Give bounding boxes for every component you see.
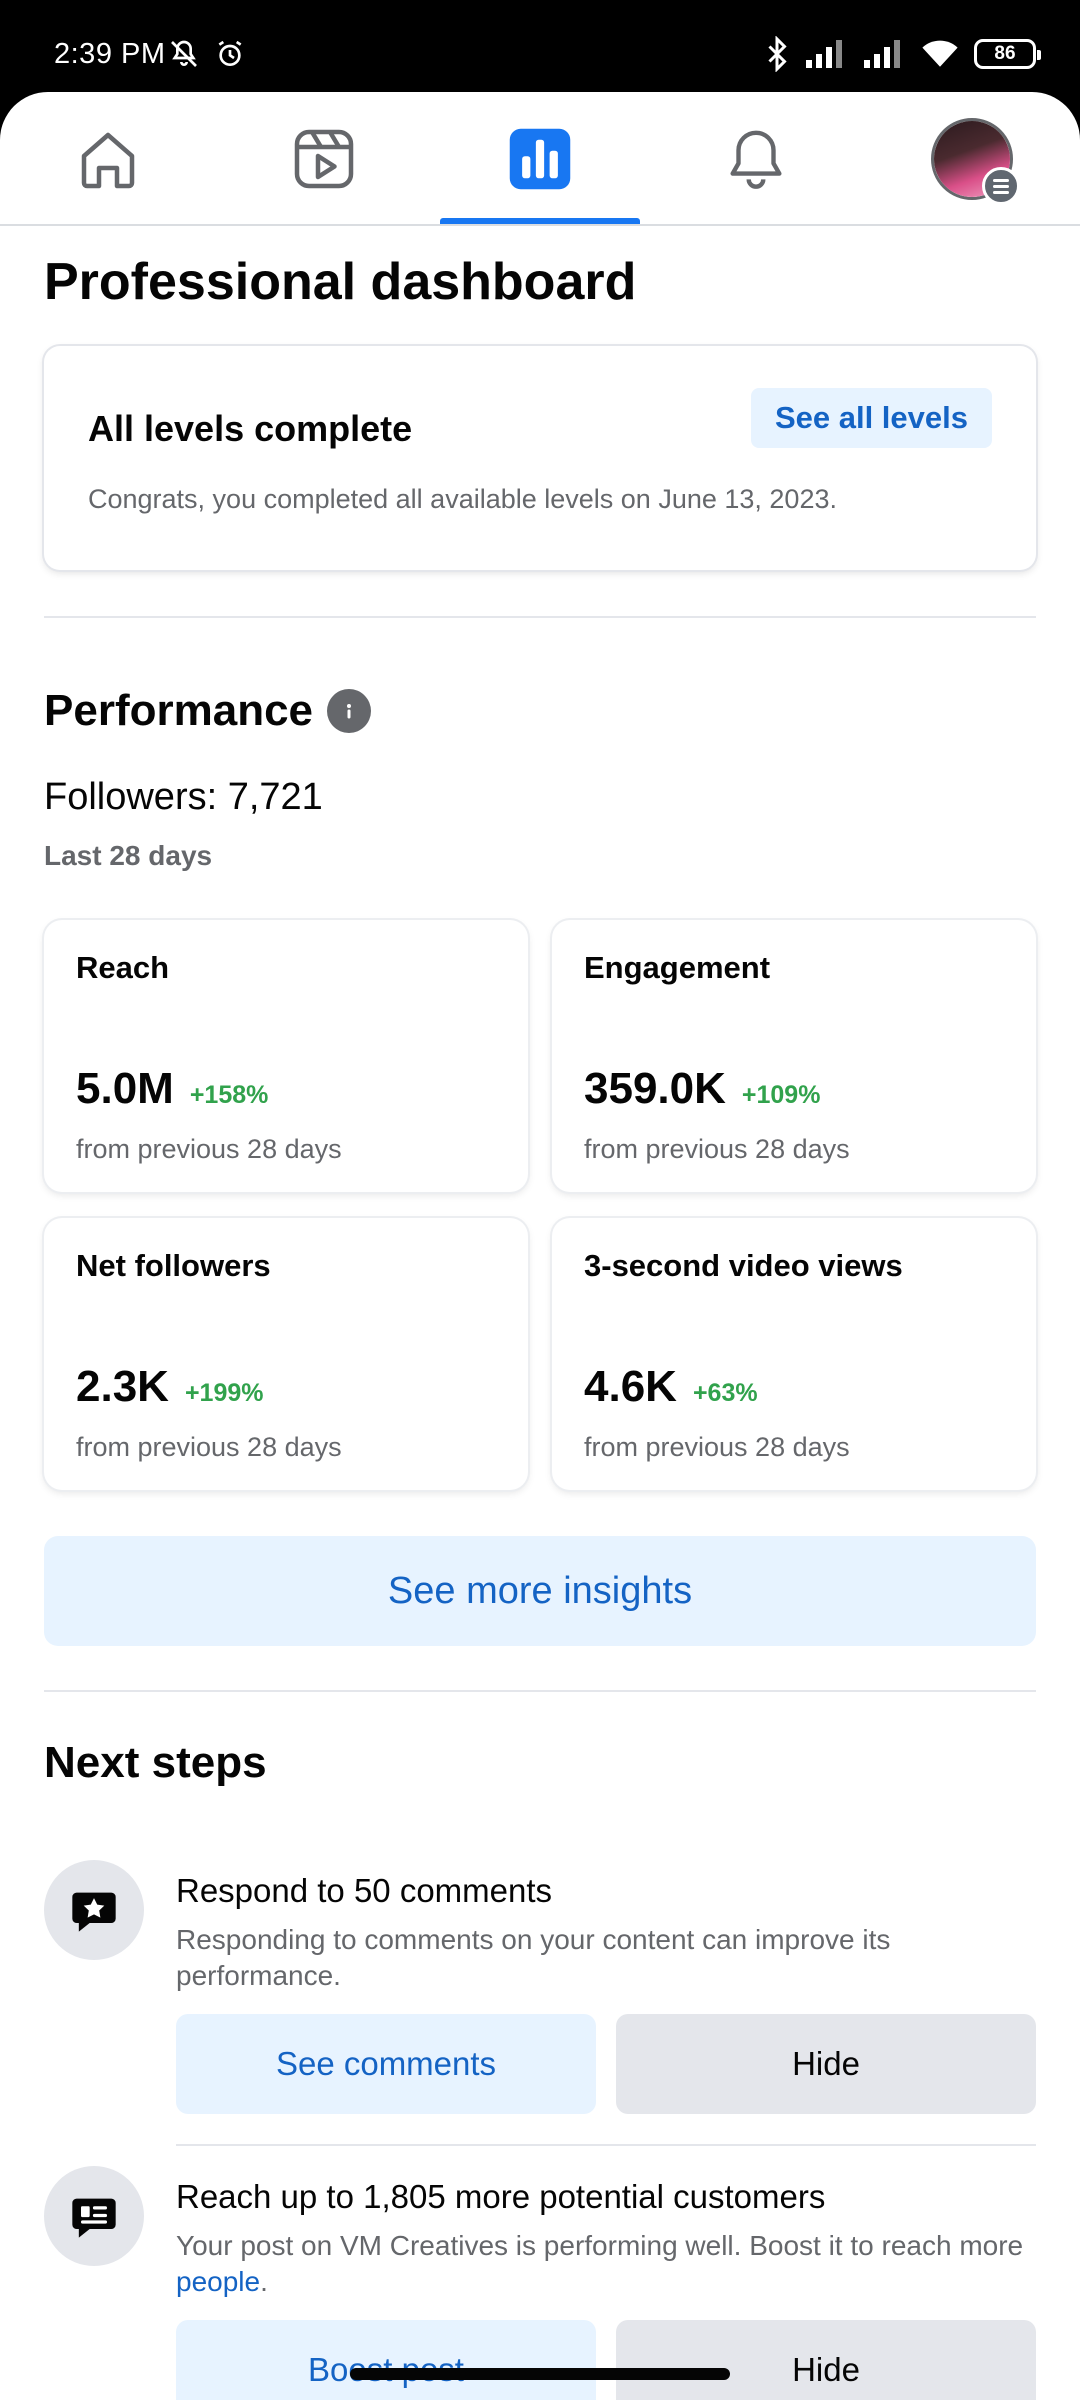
see-more-insights-button[interactable]: See more insights (44, 1536, 1036, 1646)
stat-value-row: 2.3K +199% (76, 1362, 264, 1412)
app-panel: Professional dashboard All levels comple… (0, 92, 1080, 2400)
performance-title: Performance (44, 686, 314, 735)
bell-icon (730, 130, 782, 189)
stat-card-engagement[interactable]: Engagement 359.0K +109% from previous 28… (552, 920, 1036, 1192)
performance-heading: Performance (44, 686, 372, 736)
bluetooth-icon (768, 36, 787, 72)
status-time: 2:39 PM (54, 38, 166, 70)
stat-subtext: from previous 28 days (76, 1432, 342, 1462)
stat-card-reach[interactable]: Reach 5.0M +158% from previous 28 days (44, 920, 528, 1192)
boost-post-button[interactable]: Boost post (176, 2320, 596, 2400)
next-step-item: Reach up to 1,805 more potential custome… (44, 2166, 1036, 2400)
stat-value-row: 359.0K +109% (584, 1064, 820, 1114)
levels-title: All levels complete (88, 408, 413, 449)
stat-label: Engagement (584, 950, 771, 985)
tab-dashboard[interactable] (432, 92, 648, 226)
battery-level: 86 (994, 43, 1016, 64)
active-tab-indicator (440, 218, 640, 224)
wifi-icon (922, 40, 958, 67)
home-indicator[interactable] (350, 2368, 730, 2380)
tab-video[interactable] (216, 92, 432, 226)
stat-subtext: from previous 28 days (76, 1134, 342, 1164)
step-description-suffix: . (260, 2266, 268, 2297)
step-title: Respond to 50 comments (176, 1872, 553, 1909)
stat-change: +109% (741, 1081, 821, 1109)
signal-icon-2 (864, 40, 900, 68)
stat-card-net-followers[interactable]: Net followers 2.3K +199% from previous 2… (44, 1218, 528, 1490)
tab-bar (0, 92, 1080, 226)
period-label: Last 28 days (44, 840, 213, 871)
battery-icon: 86 (974, 39, 1041, 69)
levels-card: All levels complete See all levels Congr… (44, 346, 1036, 570)
stat-change: +199% (184, 1379, 264, 1407)
stat-value-row: 4.6K +63% (584, 1362, 758, 1412)
comment-star-icon (44, 1860, 144, 1960)
status-left-icons (168, 38, 246, 70)
video-icon (294, 129, 354, 189)
stat-change: +158% (189, 1081, 269, 1109)
see-comments-button[interactable]: See comments (176, 2014, 596, 2114)
avatar (931, 118, 1020, 205)
signal-icon (806, 40, 842, 68)
divider (44, 616, 1036, 618)
bar-chart-icon (509, 128, 571, 190)
page-title: Professional dashboard (44, 253, 637, 311)
stat-subtext: from previous 28 days (584, 1432, 850, 1462)
stat-value: 2.3K (76, 1362, 169, 1411)
bell-muted-icon (171, 40, 197, 67)
stat-label: 3-second video views (584, 1248, 903, 1283)
divider (44, 1690, 1036, 1692)
step-description: Responding to comments on your content c… (176, 1924, 891, 1991)
status-right-icons: 86 (764, 36, 1041, 72)
divider (176, 2144, 1036, 2146)
stat-change: +63% (692, 1379, 758, 1407)
menu-icon (982, 167, 1020, 205)
stat-value: 4.6K (584, 1362, 677, 1411)
home-icon (81, 132, 135, 189)
step-description-text: Your post on VM Creatives is performing … (176, 2230, 1024, 2261)
stat-value: 5.0M (76, 1064, 174, 1113)
tab-profile[interactable] (864, 92, 1080, 226)
stat-card-video-views[interactable]: 3-second video views 4.6K +63% from prev… (552, 1218, 1036, 1490)
tab-home[interactable] (0, 92, 216, 226)
hide-button[interactable]: Hide (616, 2320, 1036, 2400)
levels-description: Congrats, you completed all available le… (88, 484, 837, 514)
hide-button[interactable]: Hide (616, 2014, 1036, 2114)
followers-count: Followers: 7,721 (44, 776, 323, 818)
tab-notifications[interactable] (648, 92, 864, 226)
stat-subtext: from previous 28 days (584, 1134, 850, 1164)
stat-value: 359.0K (584, 1064, 726, 1113)
message-lines-icon (44, 2166, 144, 2266)
alarm-icon (218, 40, 242, 66)
stat-label: Reach (76, 950, 170, 985)
info-icon[interactable] (327, 689, 372, 733)
see-all-levels-button[interactable]: See all levels (750, 388, 992, 448)
next-steps-title: Next steps (44, 1738, 267, 1787)
stat-label: Net followers (76, 1248, 271, 1283)
step-description: Your post on VM Creatives is performing … (176, 2228, 1036, 2300)
next-step-item: Respond to 50 comments Responding to com… (44, 1860, 1036, 2116)
people-link[interactable]: people (176, 2266, 261, 2297)
step-title: Reach up to 1,805 more potential custome… (176, 2178, 826, 2215)
stat-value-row: 5.0M +158% (76, 1064, 268, 1114)
